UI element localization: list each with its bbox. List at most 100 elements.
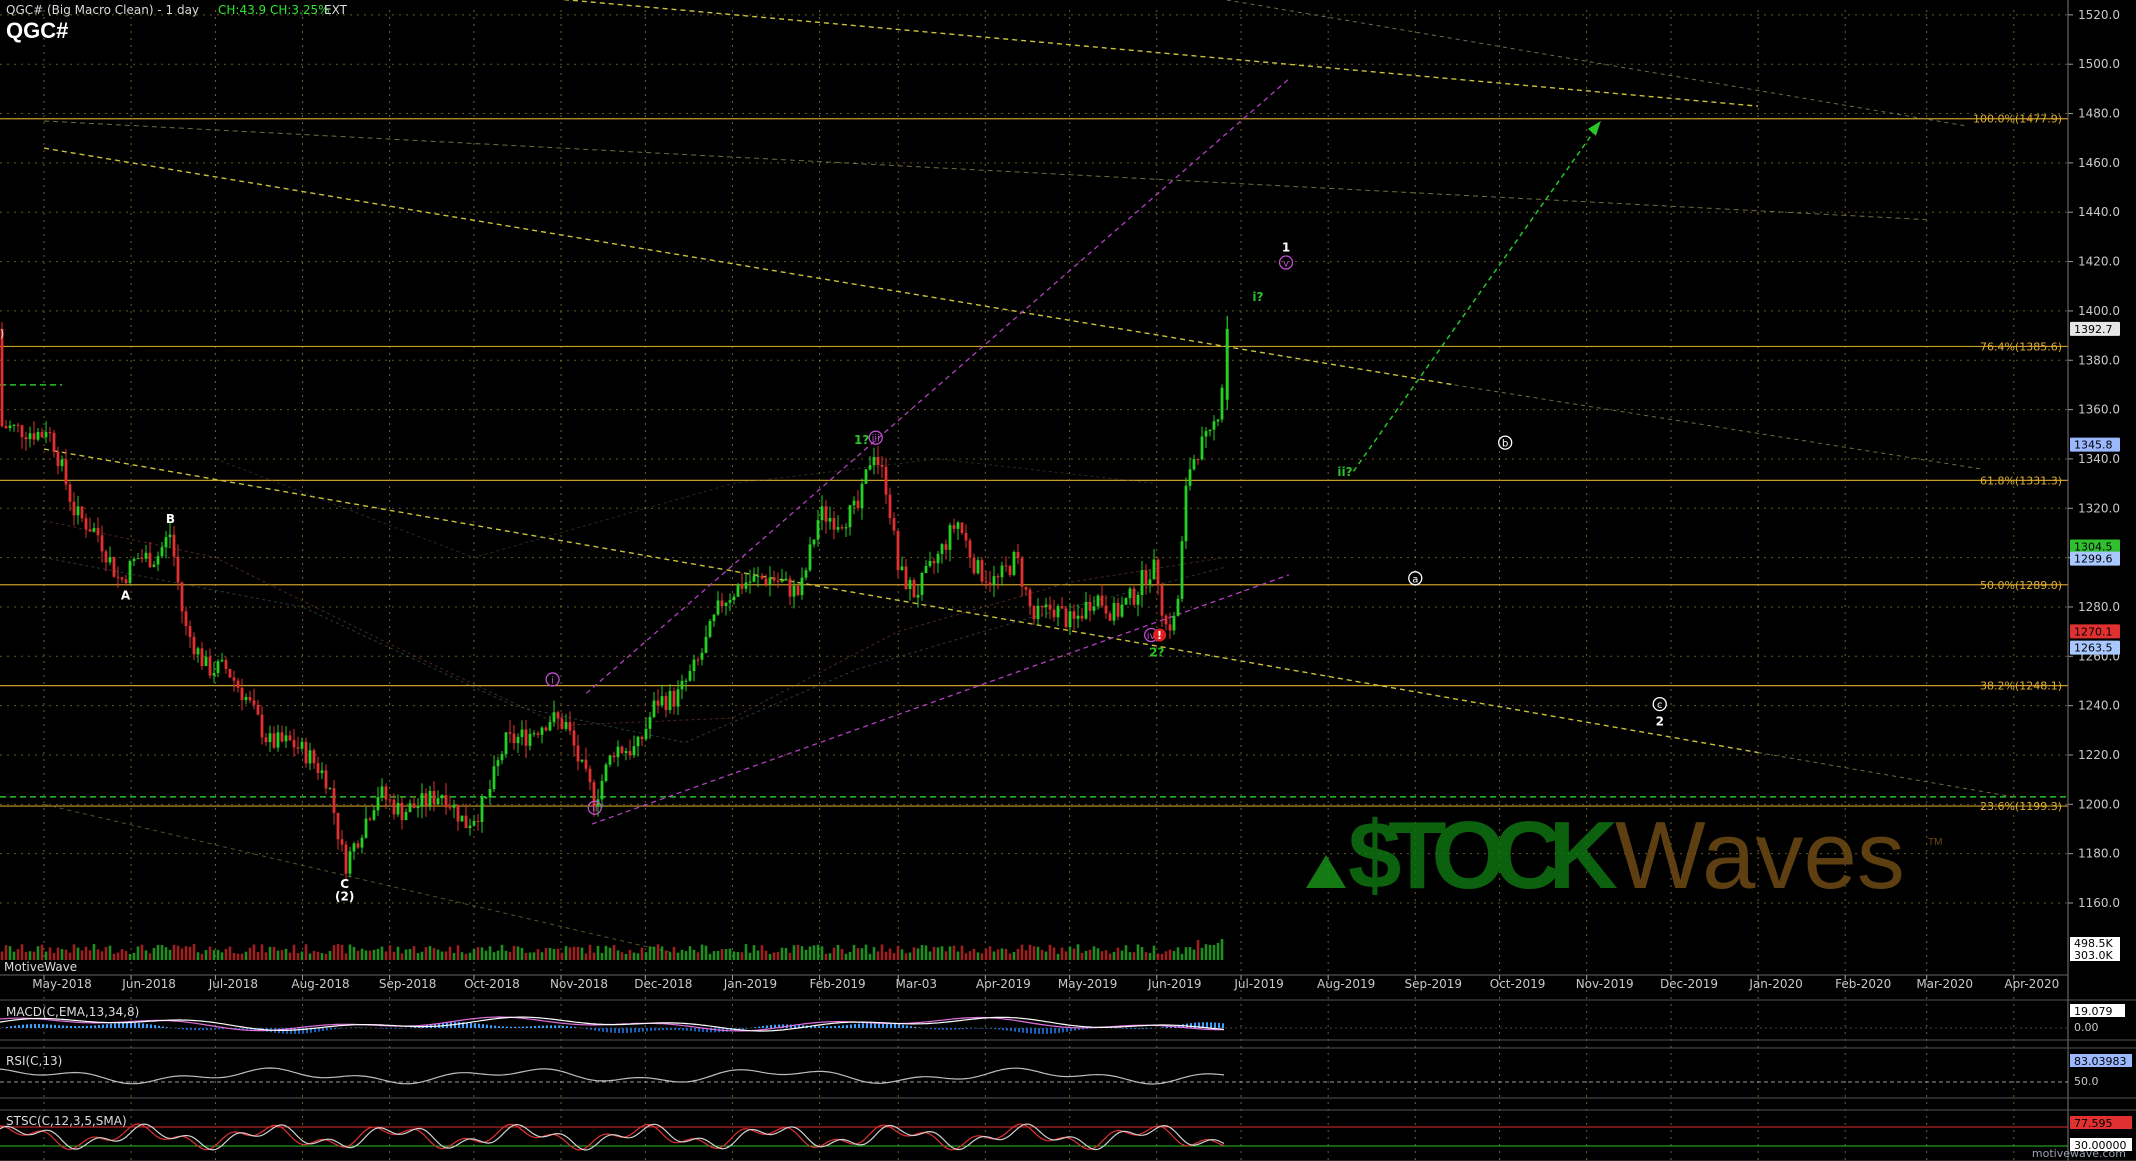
macd-histogram-bar	[74, 1026, 76, 1028]
volume-bar	[352, 946, 356, 960]
volume-bar	[4, 945, 8, 960]
candle-body	[200, 648, 204, 667]
volume-bar	[328, 950, 332, 960]
candle-body	[460, 815, 464, 822]
macd-histogram-bar	[1146, 1028, 1148, 1029]
macd-histogram-bar	[322, 1028, 324, 1031]
rsi-value-label: 50.0	[2074, 1075, 2099, 1088]
macd-histogram-bar	[570, 1026, 572, 1028]
candle-body	[1088, 602, 1092, 611]
candle-body	[100, 535, 104, 552]
volume-bar	[340, 944, 344, 960]
macd-panel[interactable]: 19.079 0.00	[0, 999, 2136, 1041]
candle-body	[928, 561, 932, 567]
wave-label-circle	[1652, 696, 1667, 712]
candle-body	[228, 668, 232, 678]
volume-bar	[520, 948, 524, 960]
candle-body	[48, 432, 52, 434]
fib-layer: 123.6%(1576.6)100.0%(1477.9)76.4%(1385.6…	[0, 113, 2068, 813]
volume-bar	[656, 944, 660, 960]
x-tick-label: Nov-2018	[550, 977, 608, 991]
macd-histogram-bar	[398, 1028, 400, 1029]
volume-bar	[500, 944, 504, 960]
candle-body	[1048, 604, 1052, 610]
candle-body	[904, 566, 908, 589]
candle-body	[188, 626, 192, 637]
volume-bar	[528, 952, 532, 960]
macd-histogram-bar	[210, 1028, 212, 1030]
candle-body	[280, 732, 284, 742]
candle-body	[1108, 613, 1112, 621]
candle-body	[108, 557, 112, 563]
macd-histogram-bar	[326, 1028, 328, 1031]
candle-body	[184, 611, 188, 627]
macd-histogram-bar	[122, 1022, 124, 1028]
volume-bar	[580, 947, 584, 960]
volume-bar	[816, 944, 820, 960]
x-tick-label: Apr-2019	[976, 977, 1031, 991]
volume-bar	[684, 951, 688, 960]
watermark: $TOCK Waves TM	[1306, 802, 1942, 909]
macd-histogram-bar	[870, 1022, 872, 1028]
volume-bar	[1208, 944, 1212, 960]
fib-level-label: 76.4%(1385.6)	[1980, 340, 2062, 353]
candle-body	[1196, 459, 1200, 461]
volume-bar	[920, 945, 924, 960]
candle-body	[600, 780, 604, 800]
volume-bar	[776, 952, 780, 960]
candle-body	[604, 764, 608, 781]
rsi-panel[interactable]: 83.03983 50.0	[0, 1047, 2136, 1099]
candle-body	[836, 527, 840, 530]
macd-histogram-bar	[14, 1025, 16, 1028]
volume-bar	[248, 947, 252, 960]
volume-bar	[924, 945, 928, 960]
volume-bar	[628, 949, 632, 960]
volume-bar	[648, 946, 652, 960]
volume-bar	[232, 952, 236, 960]
macd-histogram-bar	[862, 1023, 864, 1028]
volume-bar	[128, 953, 132, 960]
candle-body	[772, 577, 776, 581]
candle-body	[540, 727, 544, 735]
candle-body	[856, 500, 860, 509]
candle-body	[112, 557, 116, 577]
macd-histogram-bar	[854, 1024, 856, 1028]
volume-bar	[132, 952, 136, 960]
macd-histogram-bar	[938, 1028, 940, 1030]
macd-histogram-bar	[394, 1028, 396, 1029]
chart-title: QGC# (Big Macro Clean) - 1 day	[6, 3, 200, 17]
volume-bar	[512, 945, 516, 960]
stsc-panel[interactable]: 77.595 30.00000	[0, 1109, 2136, 1161]
macd-histogram-bar	[658, 1028, 660, 1031]
volume-bar	[208, 946, 212, 960]
rsi-value-box	[2070, 1054, 2132, 1067]
macd-histogram-bar	[82, 1026, 84, 1028]
macd-histogram-bar	[1086, 1028, 1088, 1029]
candle-body	[508, 732, 512, 734]
candle-body	[128, 561, 132, 583]
y-tick-label: 1480.0	[2078, 107, 2120, 121]
volume-bar	[808, 946, 812, 960]
macd-histogram-bar	[506, 1026, 508, 1028]
volume-bar	[548, 947, 552, 960]
macd-histogram-bar	[758, 1026, 760, 1028]
candle-body	[316, 763, 320, 774]
channel-line-bottom	[43, 803, 671, 953]
y-tick-label: 1400.0	[2078, 304, 2120, 318]
macd-histogram-bar	[138, 1023, 140, 1028]
macd-histogram-bar	[962, 1028, 964, 1030]
candle-body	[908, 580, 912, 589]
macd-histogram-bar	[1222, 1023, 1224, 1028]
x-tick-label: May-2019	[1058, 977, 1117, 991]
candle-body	[824, 506, 828, 522]
macd-histogram-bar	[62, 1025, 64, 1028]
volume-bar	[1048, 944, 1052, 960]
macd-histogram-bar	[30, 1024, 32, 1028]
x-tick-label: Dec-2018	[634, 977, 692, 991]
macd-histogram-bar	[598, 1028, 600, 1032]
macd-histogram-bar	[246, 1028, 248, 1030]
macd-histogram-bar	[106, 1024, 108, 1028]
candle-body	[1216, 419, 1220, 422]
macd-histogram-bar	[94, 1025, 96, 1028]
